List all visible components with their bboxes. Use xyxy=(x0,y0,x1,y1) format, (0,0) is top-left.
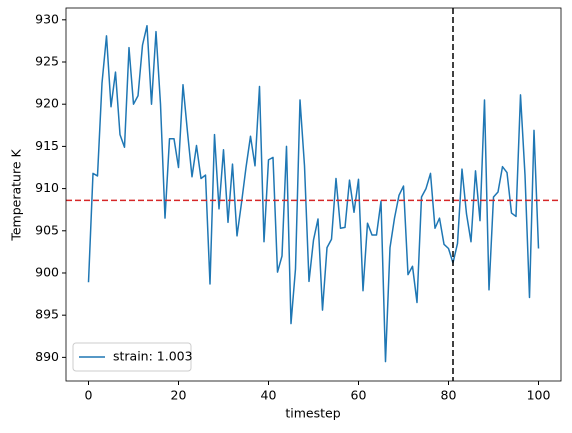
y-tick-label: 895 xyxy=(35,307,59,322)
x-tick-label: 40 xyxy=(261,388,277,403)
plot-frame xyxy=(65,7,562,382)
x-tick-label: 80 xyxy=(441,388,457,403)
x-axis-label: timestep xyxy=(285,406,340,421)
y-tick-label: 900 xyxy=(35,264,59,279)
y-tick-label: 905 xyxy=(35,222,59,237)
y-tick-label: 920 xyxy=(35,96,59,111)
y-axis-label: Temperature K xyxy=(9,149,24,242)
legend-label: strain: 1.003 xyxy=(113,349,193,364)
x-tick-label: 20 xyxy=(171,388,187,403)
x-tick-label: 100 xyxy=(527,388,551,403)
data-line xyxy=(87,24,540,363)
y-tick-label: 925 xyxy=(35,54,59,69)
y-tick-label: 915 xyxy=(35,138,59,153)
y-tick-label: 930 xyxy=(35,11,59,26)
y-tick-label: 910 xyxy=(35,180,59,195)
legend-box xyxy=(72,342,192,372)
y-tick-label: 890 xyxy=(35,349,59,364)
x-tick-label: 60 xyxy=(351,388,367,403)
x-tick-label: 0 xyxy=(85,388,93,403)
